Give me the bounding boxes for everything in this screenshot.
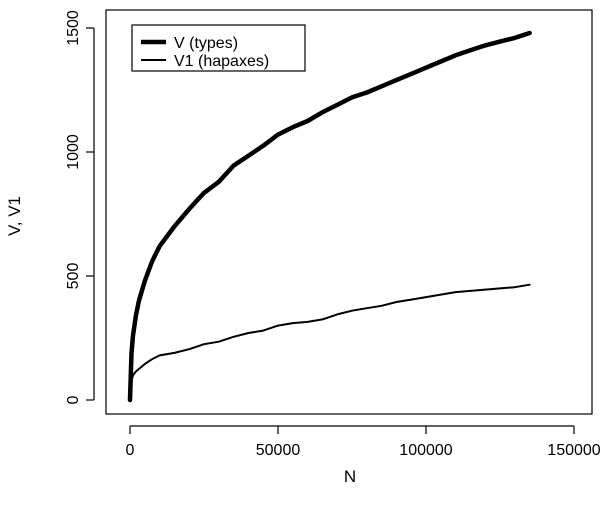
- x-tick-label-2: 100000: [399, 442, 452, 459]
- x-axis: 0 50000 100000 150000: [126, 425, 601, 459]
- x-tick-label-3: 150000: [547, 442, 600, 459]
- legend-label-types: V (types): [174, 35, 238, 52]
- y-tick-label-1: 500: [65, 263, 82, 290]
- y-tick-label-3: 1500: [65, 10, 82, 46]
- x-axis-title: N: [344, 467, 356, 486]
- series-layer: [127, 30, 532, 403]
- y-axis-title: V, V1: [5, 196, 24, 236]
- y-tick-label-2: 1000: [65, 134, 82, 170]
- y-axis: 0 500 1000 1500: [65, 10, 95, 404]
- series-line-hapaxes: [129, 283, 531, 401]
- series-line-types: [127, 30, 532, 403]
- y-tick-label-0: 0: [65, 395, 82, 404]
- legend-label-hapaxes: V1 (hapaxes): [174, 53, 269, 70]
- x-tick-label-0: 0: [126, 442, 135, 459]
- legend: V (types) V1 (hapaxes): [131, 24, 306, 72]
- plot-area: [105, 9, 593, 415]
- legend-box: [131, 24, 306, 72]
- x-tick-label-1: 50000: [256, 442, 301, 459]
